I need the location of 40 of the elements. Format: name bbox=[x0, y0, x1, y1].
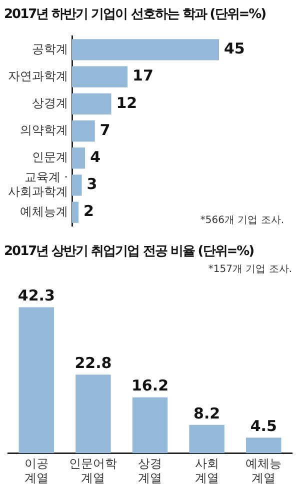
y-tick-label: 자연과학계 bbox=[8, 68, 68, 83]
data-label: 4 bbox=[90, 148, 101, 166]
x-tick-label: 예체능 계열 bbox=[246, 456, 282, 485]
bar bbox=[72, 120, 95, 142]
bar bbox=[72, 66, 128, 88]
bar bbox=[246, 438, 282, 454]
y-tick-label: 예체능계 bbox=[20, 204, 68, 218]
data-label: 7 bbox=[100, 120, 110, 139]
bar bbox=[132, 397, 168, 454]
data-label: 42.3 bbox=[18, 286, 55, 305]
bar bbox=[72, 148, 86, 169]
data-label: 22.8 bbox=[74, 354, 112, 372]
data-label: 45 bbox=[224, 40, 245, 58]
bar bbox=[18, 307, 54, 454]
data-label: 3 bbox=[86, 175, 98, 194]
text: *157개 기업 조사. bbox=[207, 263, 293, 276]
data-label: 16.2 bbox=[131, 376, 169, 395]
bar bbox=[189, 424, 224, 454]
y-tick-label: 인문계 bbox=[32, 150, 68, 164]
x-tick-label: 인문어학 계열 bbox=[69, 456, 118, 485]
y-tick-label: 공학계 bbox=[32, 42, 68, 56]
data-label: 4.5 bbox=[250, 417, 277, 436]
bar bbox=[72, 202, 79, 223]
bar bbox=[72, 39, 219, 60]
data-label: 2 bbox=[84, 202, 94, 220]
x-tick-label: 이공 계열 bbox=[24, 456, 48, 485]
chart-title: 2017년 상반기 취업기업 전공 비율 (단위=%) bbox=[3, 243, 255, 261]
bar bbox=[72, 174, 82, 196]
bar bbox=[72, 93, 112, 114]
data-label: 8.2 bbox=[194, 404, 220, 422]
bar bbox=[76, 374, 111, 454]
x-tick-label: 사회 계열 bbox=[194, 456, 219, 485]
data-label: 12 bbox=[116, 94, 138, 112]
y-tick-label: 상경계 bbox=[32, 96, 68, 110]
chart-title: 2017년 하반기 기업이 선호하는 학과 (단위=%) bbox=[3, 6, 267, 24]
data-label: 17 bbox=[132, 66, 154, 85]
y-tick-label: 교육계 · 사회과학계 bbox=[8, 170, 68, 198]
x-tick-label: 상경 계열 bbox=[138, 456, 162, 485]
y-tick-label: 의약학계 bbox=[20, 123, 68, 138]
annotation: *566개 기업 조사. bbox=[200, 214, 285, 227]
